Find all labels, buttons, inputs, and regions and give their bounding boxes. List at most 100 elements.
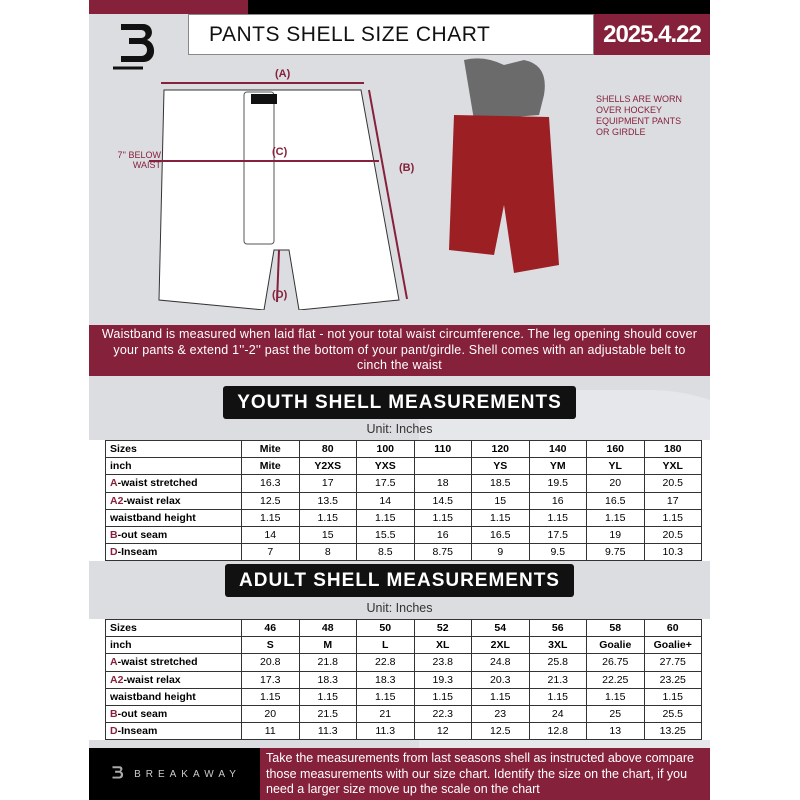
table-row: inch Mite Y2XS YXS YS YM YL YXL [105, 457, 702, 476]
youth-unit: Unit: Inches [366, 422, 433, 436]
table-cell: 25 [586, 704, 645, 724]
table-cell: 17 [298, 474, 357, 493]
table-cell: S [241, 636, 300, 655]
row-label: waistband height [105, 508, 242, 527]
table-row: D-Inseam 11 11.3 11.3 12 12.5 12.8 13 13.25 [105, 722, 702, 741]
row-label-text: Sizes [110, 622, 137, 635]
row-label: Sizes [105, 618, 242, 638]
table-cell: 16 [528, 491, 587, 510]
footer-brand: BREAKAWAY [89, 748, 260, 800]
table-cell: YXS [356, 457, 415, 476]
table-cell: 1.15 [643, 508, 702, 527]
top-bar [248, 0, 710, 14]
row-label: waistband height [105, 687, 242, 706]
table-cell: Goalie+ [643, 636, 702, 655]
brand-logo [107, 20, 163, 76]
table-cell: 16.5 [471, 525, 530, 545]
youth-size-table: Sizes Mite 80 100 110 120 140 160 180 inch Mite Y2X… [105, 439, 702, 562]
table-cell: 11.3 [298, 722, 357, 741]
table-cell: YL [586, 457, 645, 476]
table-cell: 1.15 [298, 508, 357, 527]
below-waist-note: 7'' BELOW WAIST [117, 150, 161, 170]
table-cell: 21.3 [528, 670, 587, 689]
table-cell: 9 [471, 543, 530, 562]
table-row: Sizes Mite 80 100 110 120 140 160 180 [105, 439, 702, 459]
table-cell: 21.8 [298, 653, 357, 672]
table-cell: 180 [643, 439, 702, 459]
row-label-text: -waist relax [123, 673, 181, 686]
table-cell: 13.5 [298, 491, 357, 510]
table-cell: 15 [471, 491, 530, 510]
row-label-text: -Inseam [117, 725, 158, 738]
table-cell: 20.5 [643, 474, 702, 493]
table-cell: Y2XS [298, 457, 357, 476]
table-cell: 1.15 [471, 508, 530, 527]
table-cell: 100 [356, 439, 415, 459]
table-cell: 13 [586, 722, 645, 741]
table-cell: 46 [241, 618, 300, 638]
table-cell: 23.8 [413, 653, 472, 672]
pants-diagram [149, 82, 408, 310]
table-cell: 1.15 [528, 687, 587, 706]
table-cell: 14 [356, 491, 415, 510]
table-cell: Mite [241, 457, 300, 476]
measure-key: A2 [110, 673, 124, 686]
table-cell: 12.5 [471, 722, 530, 741]
table-cell: 25.5 [643, 704, 702, 724]
table-cell: 58 [586, 618, 645, 638]
adult-unit: Unit: Inches [366, 601, 433, 615]
table-cell: 2XL [471, 636, 530, 655]
table-cell: 8.75 [413, 543, 472, 562]
table-cell: 1.15 [413, 687, 472, 706]
table-cell: YS [471, 457, 530, 476]
table-cell: 1.15 [586, 508, 645, 527]
row-label: A-waist stretched [105, 653, 242, 672]
table-cell: 16.3 [241, 474, 300, 493]
table-row: B-out seam 14 15 15.5 16 16.5 17.5 19 20.5 [105, 525, 702, 545]
table-cell: Mite [241, 439, 300, 459]
table-cell: 22.3 [413, 704, 472, 724]
adult-title-row: ADULT SHELL MEASUREMENTS [89, 564, 710, 597]
table-cell: 10.3 [643, 543, 702, 562]
shells-note: SHELLS ARE WORN OVER HOCKEY EQUIPMENT PA… [596, 94, 683, 137]
measure-key: A [110, 656, 118, 669]
table-cell: 56 [528, 618, 587, 638]
label-b: (B) [399, 162, 415, 174]
table-cell: 1.15 [413, 508, 472, 527]
row-label-text: Sizes [110, 443, 137, 456]
table-cell: 22.25 [586, 670, 645, 689]
table-cell: 20 [586, 474, 645, 493]
row-label-text: -waist stretched [117, 656, 198, 669]
table-cell: 1.15 [356, 687, 415, 706]
table-cell: 11.3 [356, 722, 415, 741]
table-cell: 27.75 [643, 653, 702, 672]
table-cell: 1.15 [528, 508, 587, 527]
table-row: inch S M L XL 2XL 3XL Goalie Goalie+ [105, 636, 702, 655]
table-cell: 16 [413, 525, 472, 545]
table-cell: 14 [241, 525, 300, 545]
size-chart-page: PANTS SHELL SIZE CHART 2025.4.22 (A) (C)… [89, 0, 710, 800]
adult-size-table: Sizes 46 48 50 52 54 56 58 60 inch S M L XL 2XL 3XL Goal… [105, 618, 702, 741]
table-cell: 21.5 [298, 704, 357, 724]
table-row: A-waist stretched 16.3 17 17.5 18 18.5 19.5 20 2… [105, 474, 702, 493]
table-row: waistband height 1.15 1.15 1.15 1.15 1.15 1.15… [105, 687, 702, 706]
table-cell: Goalie [586, 636, 645, 655]
row-label: Sizes [105, 439, 242, 459]
row-label-text: -out seam [117, 529, 168, 542]
table-cell: 50 [356, 618, 415, 638]
row-label: D-Inseam [105, 543, 242, 562]
table-cell: 3XL [528, 636, 587, 655]
table-cell: 52 [413, 618, 472, 638]
table-cell: 1.15 [241, 508, 300, 527]
table-cell: 7 [241, 543, 300, 562]
row-label-text: inch [110, 460, 132, 473]
table-cell: 140 [528, 439, 587, 459]
table-cell: 8 [298, 543, 357, 562]
row-label-text: -out seam [117, 708, 168, 721]
table-cell: M [298, 636, 357, 655]
measure-key: A2 [110, 494, 124, 507]
row-label-text: -waist relax [123, 494, 181, 507]
table-cell: 1.15 [643, 687, 702, 706]
table-cell: 12 [413, 722, 472, 741]
table-cell: 23.25 [643, 670, 702, 689]
